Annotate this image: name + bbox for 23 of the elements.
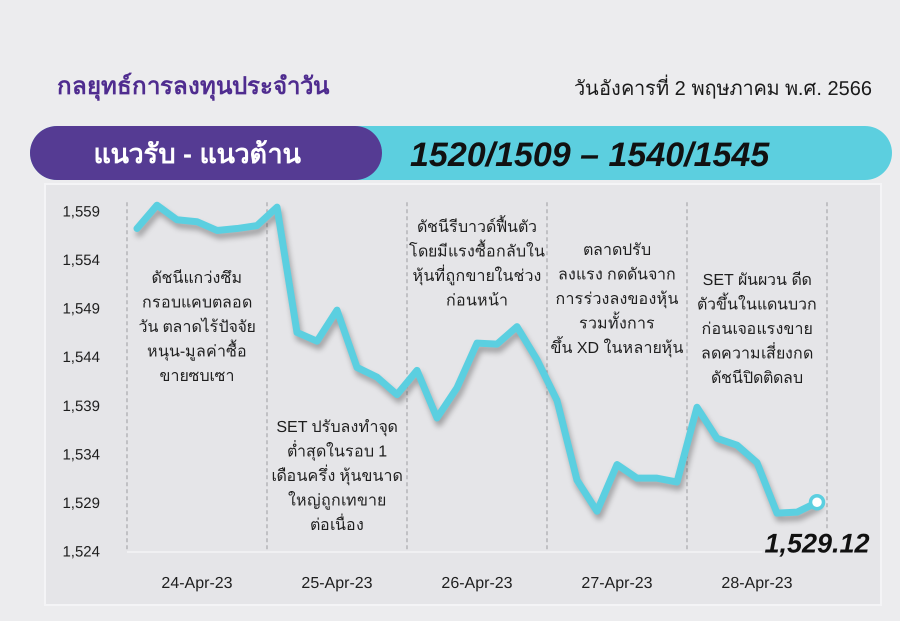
x-tick-label: 24-Apr-23 (161, 575, 233, 592)
annotation: SET ปรับลงทำจุด ต่ำสุดในรอบ 1 เดือนครึ่ง หุ้นขนาด ใหญ่ถูกเทขาย ต่อเนื่อง (271, 419, 403, 534)
y-tick-label: 1,524 (62, 544, 100, 560)
annotation: ดัชนีแกว่งซึม กรอบแคบตลอด วัน ตลาดไร้ปัจจัย หนุน-มูลค่าซื้อ ขายซบเซา (138, 269, 256, 385)
annotation: ดัชนีรีบาวด์ฟื้นตัว โดยมีแรงซื้อกลับใน หุ้นที่ถูกขายในช่วง ก่อนหน้า (409, 215, 545, 310)
text: แนวรับ - แนวต้าน (94, 139, 302, 169)
y-tick-label: 1,544 (62, 349, 100, 366)
x-tick-label: 28-Apr-23 (721, 575, 793, 592)
annotation: SET ผันผวน ดีด ตัวขึ้นในแดนบวก ก่อนเจอแรงขาย ลดความเสี่ยงกด ดัชนีปิดติดลบ (697, 271, 817, 387)
y-tick-label: 1,534 (62, 446, 100, 464)
chart-title: กลยุทธ์การลงทุนประจำวัน (57, 72, 330, 102)
x-tick-label: 25-Apr-23 (301, 575, 373, 592)
annotation: ตลาดปรับ ลงแรง กดดันจาก การร่วงลงของหุ้น รวมทั้งการ ขึ้น XD ในหลายหุ้น (550, 242, 684, 358)
y-tick-label: 1,549 (62, 300, 100, 318)
y-tick-label: 1,539 (62, 398, 100, 415)
data-label: 1,529.12 (764, 528, 870, 558)
y-tick-label: 1,529 (62, 494, 100, 512)
y-tick-label: 1,559 (62, 204, 100, 221)
text: 1520/1509 – 1540/1545 (410, 136, 770, 174)
chart-subtitle: วันอังคารที่ 2 พฤษภาคม พ.ศ. 2566 (574, 74, 872, 100)
y-tick-label: 1,554 (62, 252, 100, 270)
x-tick-label: 26-Apr-23 (441, 575, 513, 592)
x-tick-label: 27-Apr-23 (581, 575, 653, 592)
